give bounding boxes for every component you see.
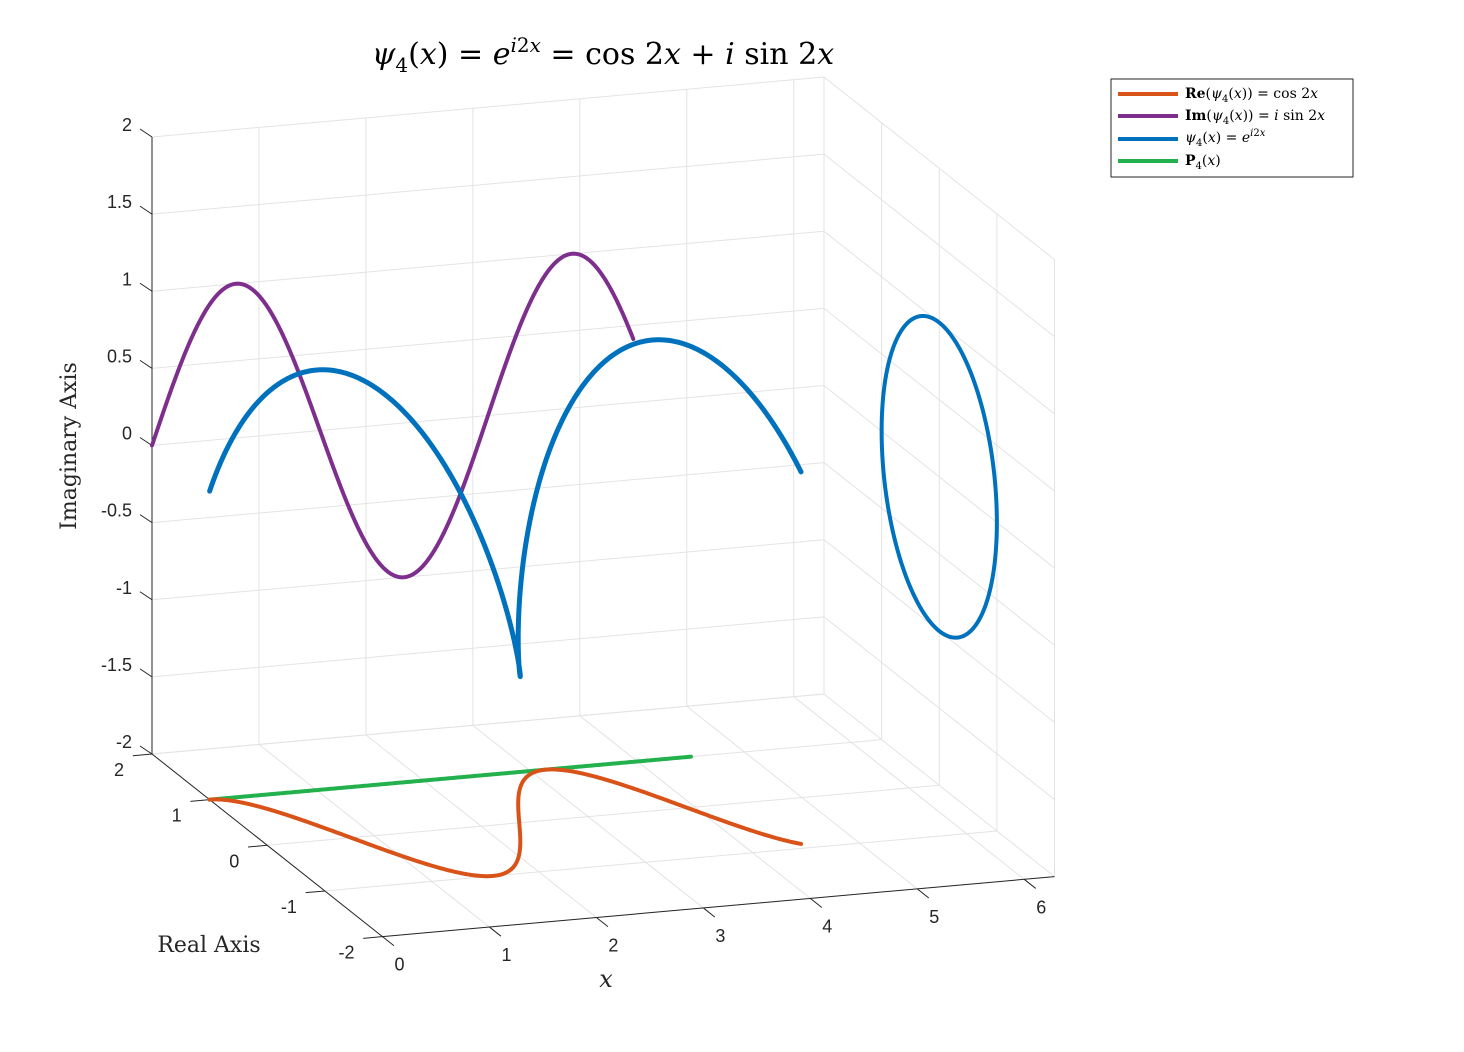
legend-label-p: P4(x) [1185, 153, 1221, 172]
x-tick-mark [1023, 878, 1037, 889]
grid-line-floor-y [151, 693, 825, 755]
grid-line-side-z [823, 616, 1055, 800]
grid-line-back-z [151, 307, 825, 369]
grid-line-side-z [823, 307, 1055, 492]
z-tick-mark [139, 205, 153, 215]
grid-line-back-z [151, 76, 825, 138]
grid-line-floor-y [324, 830, 997, 892]
series-psi-projection-circle [879, 313, 999, 640]
y-tick-mark [247, 844, 268, 848]
x-tick-mark [489, 926, 502, 937]
y-tick-mark [132, 753, 153, 757]
z-tick-mark [139, 282, 153, 292]
y-tick-label: 0 [229, 851, 239, 871]
grid-lines [151, 76, 1056, 938]
x-tick-mark [703, 907, 716, 918]
grid-line-side-z [823, 153, 1055, 338]
grid-line-back-z [151, 539, 825, 601]
z-tick-label: 0 [122, 424, 132, 444]
series-imag-line [150, 251, 636, 580]
grid-line-side-z [823, 693, 1055, 877]
x-axis-label: x [599, 965, 613, 993]
grid-line-side-z [823, 76, 1055, 260]
grid-line-floor-y [267, 784, 940, 846]
x-tick-label: 1 [501, 945, 511, 965]
z-tick-mark [139, 437, 153, 446]
x-tick-mark [916, 888, 930, 899]
z-tick-label: -1.5 [101, 655, 132, 675]
z-tick-label: -2 [116, 732, 132, 752]
z-tick-mark [139, 514, 153, 524]
x-tick-label: 5 [929, 907, 939, 927]
grid-line-back-z [151, 230, 825, 292]
y-axis-label: Real Axis [157, 933, 260, 958]
z-axis-label: Imaginary Axis [57, 362, 82, 530]
grid-line-side-z [823, 385, 1055, 569]
x-tick-label: 6 [1036, 897, 1046, 917]
y-tick-label: -2 [338, 943, 354, 963]
y-tick-mark [190, 799, 210, 802]
y-tick-label: 2 [114, 760, 124, 780]
legend-label-psi: ψ4(x) = ei2x [1185, 128, 1266, 149]
tick-labels: 0 1 2 3 4 5 6 -2 -1 0 1 2 -2 -1.5 -1 -0.5 0 0.5 1 1.5 2 [101, 115, 1046, 975]
grid-line-back-z [151, 153, 825, 215]
y-tick-mark [363, 936, 383, 939]
series-real-line [207, 767, 804, 879]
legend-label-real: Re(ψ4(x)) = cos 2x [1185, 86, 1318, 105]
z-tick-label: 2 [122, 115, 132, 135]
x-tick-label: 4 [822, 916, 832, 936]
x-tick-mark [596, 917, 609, 928]
legend-label-imag: Im(ψ4(x)) = i sin 2x [1185, 108, 1325, 127]
curves [150, 251, 999, 879]
y-tick-label: -1 [281, 897, 297, 917]
z-tick-label: 1.5 [107, 192, 132, 212]
series-p4-line [207, 754, 693, 802]
z-tick-mark [139, 591, 153, 601]
z-tick-mark [139, 668, 153, 678]
y-tick-mark [305, 890, 325, 894]
z-tick-label: 0.5 [107, 346, 132, 366]
x-tick-label: 3 [715, 926, 725, 946]
z-tick-label: 1 [122, 269, 132, 289]
legend: Re(ψ4(x)) = cos 2x Im(ψ4(x)) = i sin 2x … [1110, 78, 1354, 178]
grid-line-back-z [151, 462, 825, 524]
grid-line-side-z [823, 462, 1055, 646]
z-tick-mark [139, 359, 153, 369]
x-tick-label: 0 [394, 955, 404, 975]
chart-title: ψ4(x) = ei2x = cos 2x + i sin 2x [372, 33, 834, 77]
series-psi-helix [207, 337, 804, 680]
y-tick-label: 1 [172, 806, 182, 826]
z-tick-mark [139, 128, 153, 138]
x-axis-line [382, 876, 1055, 938]
x-tick-mark [382, 936, 395, 947]
z-tick-mark [139, 745, 153, 755]
z-tick-label: -1 [116, 578, 132, 598]
z-tick-label: -0.5 [101, 501, 132, 521]
grid-line-back-z [151, 616, 825, 678]
x-tick-mark [809, 898, 823, 908]
x-tick-label: 2 [608, 936, 618, 956]
